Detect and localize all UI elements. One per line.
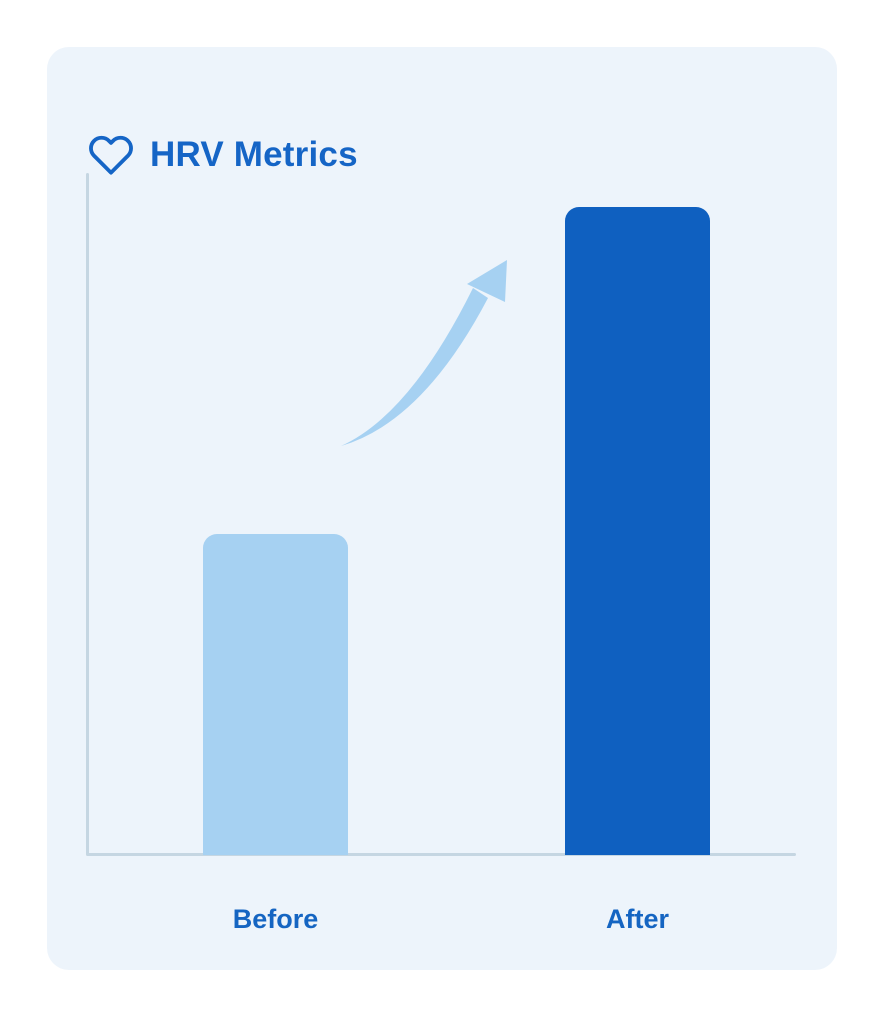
card-header: HRV Metrics bbox=[88, 132, 358, 178]
x-label-before: Before bbox=[232, 904, 319, 934]
plot-area bbox=[86, 173, 796, 855]
bar-after bbox=[565, 207, 710, 855]
heart-icon bbox=[88, 132, 134, 178]
bar-before bbox=[203, 534, 348, 855]
card-title: HRV Metrics bbox=[150, 135, 358, 174]
x-axis-labels: Before After bbox=[86, 899, 796, 939]
bar-chart: Before After bbox=[47, 47, 837, 970]
x-axis-line bbox=[86, 853, 796, 856]
y-axis-line bbox=[86, 173, 89, 855]
hrv-metrics-card: HRV Metrics Before After bbox=[47, 47, 837, 970]
x-label-after: After bbox=[605, 904, 669, 934]
upward-trend-arrow-icon bbox=[341, 260, 507, 446]
